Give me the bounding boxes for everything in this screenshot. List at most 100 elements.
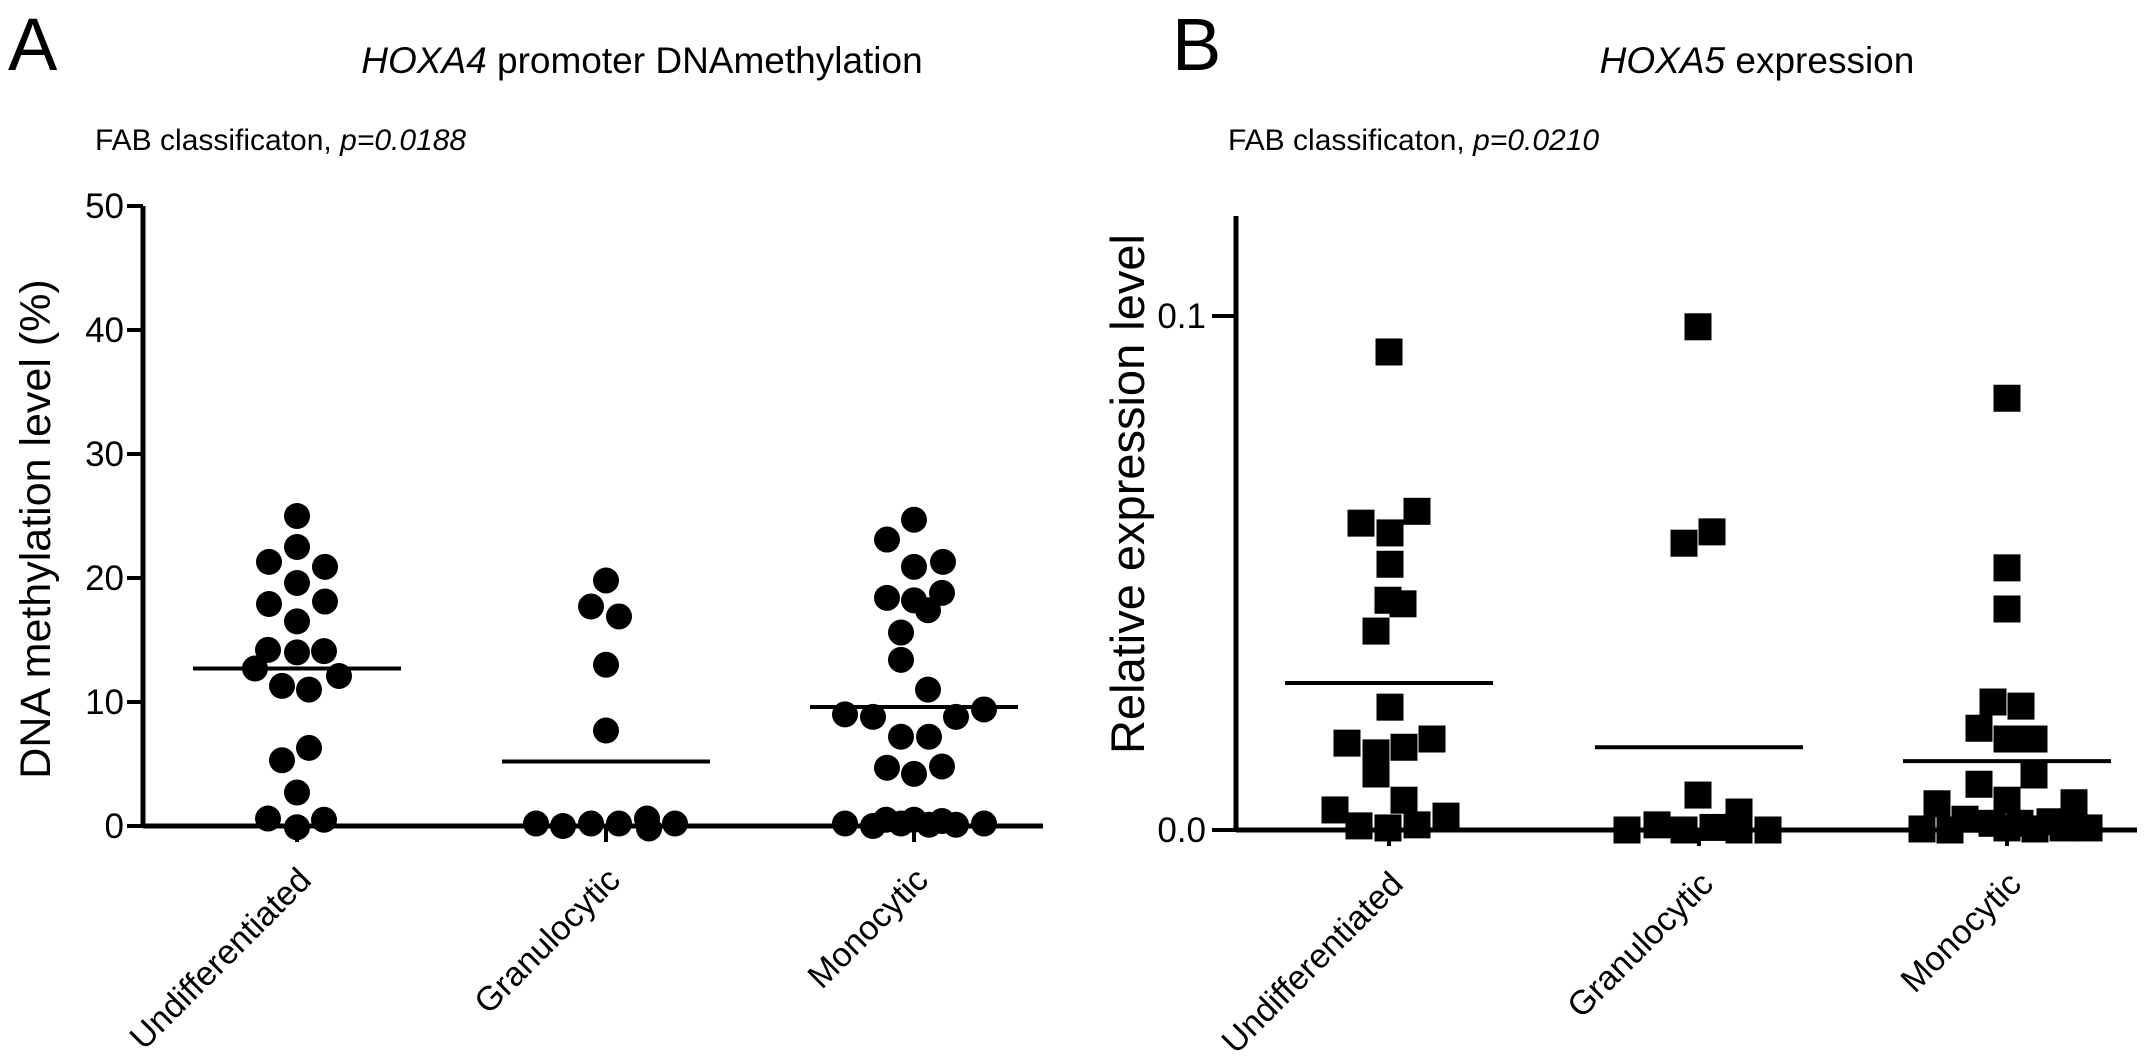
y-tick-label: 40	[85, 311, 124, 350]
panel-title: HOXA5 expression	[1600, 40, 1915, 81]
dot-marker	[311, 806, 337, 833]
category-label: Granulocytic	[467, 861, 627, 1021]
dot-marker	[888, 646, 914, 673]
dot-marker	[874, 526, 900, 553]
dot-marker	[311, 638, 337, 665]
dot-marker	[832, 701, 858, 728]
dot-marker	[284, 779, 310, 806]
dot-marker	[593, 651, 619, 678]
dot-marker	[929, 753, 955, 780]
square-marker	[1375, 338, 1403, 366]
square-marker	[1374, 814, 1402, 842]
dot-marker	[971, 696, 997, 723]
title-rest: expression	[1725, 40, 1914, 81]
dot-marker	[296, 676, 322, 703]
gene-name: HOXA5	[1600, 40, 1726, 81]
panel-A: A HOXA4 promoter DNAmethylation FAB classi…	[8, 3, 1043, 1057]
square-marker	[1390, 733, 1418, 761]
square-marker	[1908, 815, 1936, 843]
subtitle-text: FAB classificaton,	[95, 124, 340, 157]
y-tick-label: 10	[85, 683, 124, 722]
square-marker	[1376, 693, 1404, 721]
dot-marker	[874, 584, 900, 611]
dot-marker	[929, 579, 955, 606]
category-label: Monocytic	[1894, 865, 2029, 1000]
square-marker	[1390, 786, 1418, 814]
dot-marker	[930, 548, 956, 575]
square-marker	[1362, 760, 1390, 788]
dot-marker	[662, 810, 688, 837]
dot-marker	[284, 534, 310, 560]
square-marker	[2007, 692, 2035, 720]
square-marker	[1993, 595, 2021, 623]
dot-marker	[593, 717, 619, 744]
dot-marker	[901, 506, 927, 533]
dot-marker	[901, 760, 927, 787]
dot-marker	[312, 553, 338, 580]
dot-marker	[284, 814, 310, 841]
square-marker	[1670, 529, 1698, 557]
dot-marker	[971, 810, 997, 837]
dot-marker	[888, 619, 914, 646]
title-rest: promoter DNAmethylation	[487, 40, 923, 81]
dot-marker	[901, 553, 927, 580]
square-marker	[1993, 725, 2021, 753]
square-marker	[2020, 761, 2048, 789]
dot-marker	[916, 723, 942, 750]
dot-marker	[593, 567, 619, 594]
category-label: Monocytic	[801, 861, 936, 996]
dot-marker	[242, 655, 268, 682]
square-marker	[1923, 790, 1951, 818]
category-label: Undifferentiated	[1214, 865, 1410, 1061]
dot-marker	[523, 810, 549, 837]
y-tick-label: 30	[85, 435, 124, 474]
dot-marker	[578, 593, 604, 620]
square-marker	[1951, 805, 1979, 833]
panel-subtitle: FAB classificaton, p=0.0188	[95, 124, 466, 157]
square-marker	[1684, 313, 1712, 341]
dot-marker	[256, 591, 282, 618]
y-tick-label: 20	[85, 559, 124, 598]
dot-marker	[915, 597, 941, 624]
square-marker	[1432, 802, 1460, 830]
dot-marker	[860, 703, 886, 730]
square-marker	[1699, 813, 1727, 841]
square-marker	[1347, 509, 1375, 537]
square-marker	[1754, 816, 1782, 844]
square-marker	[1993, 786, 2021, 814]
square-marker	[1643, 811, 1671, 839]
square-marker	[1362, 617, 1390, 645]
square-marker	[1979, 688, 2007, 716]
square-marker	[1403, 497, 1431, 525]
dot-marker	[832, 810, 858, 837]
category-label: Undifferentiated	[122, 861, 318, 1057]
dot-marker	[606, 603, 632, 630]
panel-title: HOXA4 promoter DNAmethylation	[361, 40, 922, 81]
square-marker	[2060, 789, 2088, 817]
y-tick-label: 50	[85, 187, 124, 226]
y-axis-label: DNA methylation level (%)	[12, 279, 60, 778]
dot-marker	[606, 810, 632, 837]
p-value: p=0.0210	[1472, 124, 1599, 157]
dot-marker	[888, 723, 914, 750]
dot-marker	[578, 810, 604, 837]
y-axis-label: Relative expression level	[1101, 234, 1154, 754]
square-marker	[1965, 770, 1993, 798]
square-marker	[1993, 384, 2021, 412]
square-marker	[2020, 725, 2048, 753]
y-tick-label: 0.1	[1157, 297, 1206, 336]
dot-marker	[296, 734, 322, 761]
square-marker	[1725, 816, 1753, 844]
dot-marker	[269, 672, 295, 699]
square-marker	[1965, 714, 1993, 742]
dot-marker	[284, 608, 310, 635]
dot-marker	[284, 503, 310, 529]
panel-B: B HOXA5 expression FAB classificaton, p=0.…	[1101, 3, 2137, 1061]
square-marker	[1321, 796, 1349, 824]
gene-name: HOXA4	[361, 40, 486, 81]
dot-marker	[943, 703, 969, 730]
dot-marker	[943, 811, 969, 838]
dot-marker	[255, 805, 281, 832]
square-marker	[1389, 590, 1417, 618]
